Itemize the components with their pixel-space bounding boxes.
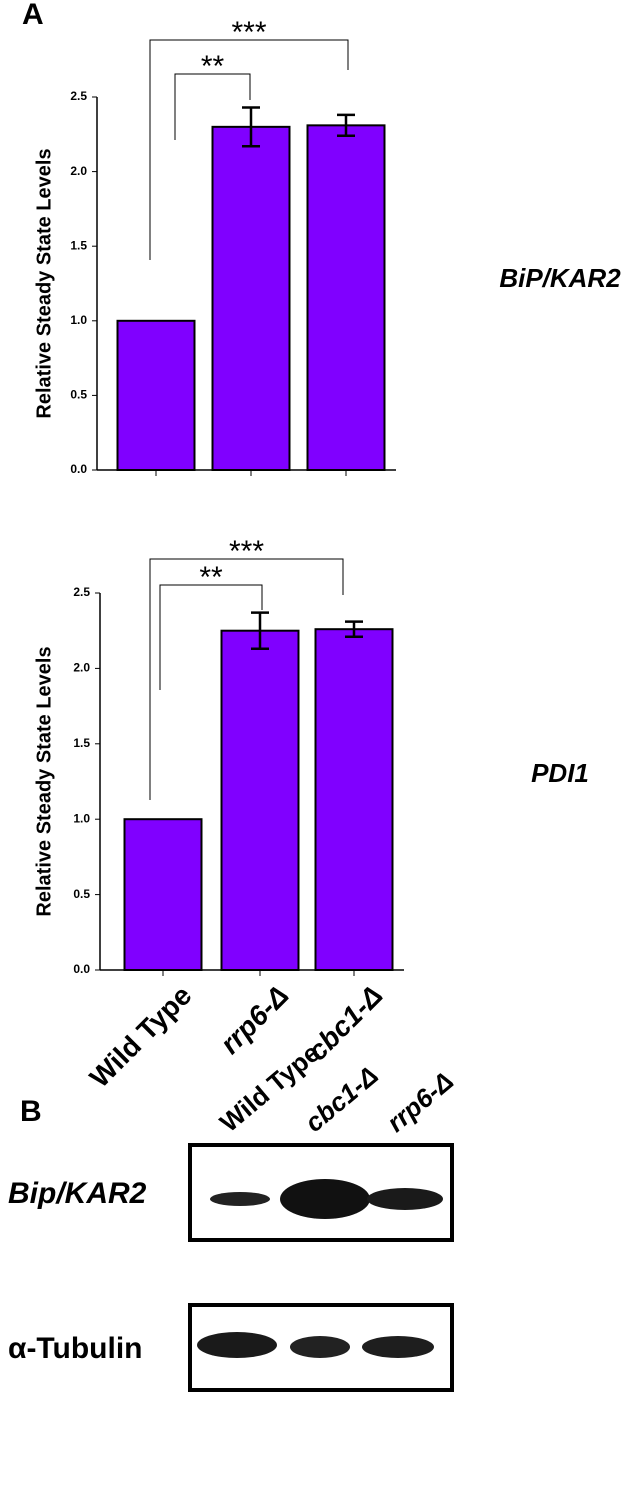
y-tick-label: 2.0 bbox=[73, 661, 90, 675]
annotation: BiP/KAR2 bbox=[499, 263, 621, 293]
band bbox=[197, 1332, 277, 1358]
significance-bracket bbox=[149, 558, 344, 800]
error-bar bbox=[337, 113, 355, 138]
annotation: PDI1 bbox=[531, 758, 589, 788]
bar bbox=[306, 124, 386, 472]
y-tick-label: 1.5 bbox=[73, 736, 90, 750]
blot-row-label: Bip/KAR2 bbox=[8, 1177, 147, 1210]
band bbox=[290, 1336, 350, 1358]
y-tick-label: 1.0 bbox=[70, 313, 87, 327]
error-bar bbox=[251, 611, 269, 651]
bar bbox=[123, 818, 203, 972]
y-tick-label: 1.5 bbox=[70, 238, 87, 252]
bar bbox=[314, 628, 394, 972]
significance-bracket bbox=[149, 39, 349, 260]
x-tick-label: rrp6-Δ bbox=[214, 980, 294, 1060]
bar bbox=[116, 319, 196, 471]
band bbox=[362, 1336, 434, 1358]
significance-bracket bbox=[174, 73, 251, 140]
y-tick-label: 0.0 bbox=[70, 462, 87, 476]
y-axis-label: Relative Steady State Levels bbox=[33, 148, 55, 418]
error-bar bbox=[242, 106, 260, 148]
blot-row-label: α-Tubulin bbox=[8, 1332, 143, 1365]
panel-label: B bbox=[20, 1095, 42, 1128]
y-tick-label: 2.5 bbox=[73, 585, 90, 599]
band bbox=[367, 1188, 443, 1210]
y-tick-label: 2.5 bbox=[70, 89, 87, 103]
y-tick-label: 0.0 bbox=[73, 962, 90, 976]
y-tick-label: 0.5 bbox=[73, 887, 90, 901]
x-tick-label: Wild Type bbox=[84, 980, 198, 1094]
bar bbox=[220, 629, 300, 971]
blot bbox=[188, 1143, 454, 1392]
band bbox=[280, 1179, 370, 1219]
y-axis-label: Relative Steady State Levels bbox=[33, 646, 55, 916]
bar bbox=[211, 125, 291, 471]
significance-label: *** bbox=[229, 535, 264, 568]
significance-bracket bbox=[159, 584, 263, 690]
error-bar bbox=[345, 620, 363, 638]
y-tick-label: 1.0 bbox=[73, 811, 90, 825]
band bbox=[210, 1192, 270, 1206]
y-tick-label: 0.5 bbox=[70, 388, 87, 402]
significance-label: *** bbox=[231, 16, 266, 49]
blot-lane-label: rrp6-Δ bbox=[381, 1066, 459, 1138]
significance-label: ** bbox=[201, 50, 225, 83]
significance-label: ** bbox=[199, 561, 223, 594]
y-tick-label: 2.0 bbox=[70, 164, 87, 178]
panel-label: A bbox=[22, 0, 44, 31]
